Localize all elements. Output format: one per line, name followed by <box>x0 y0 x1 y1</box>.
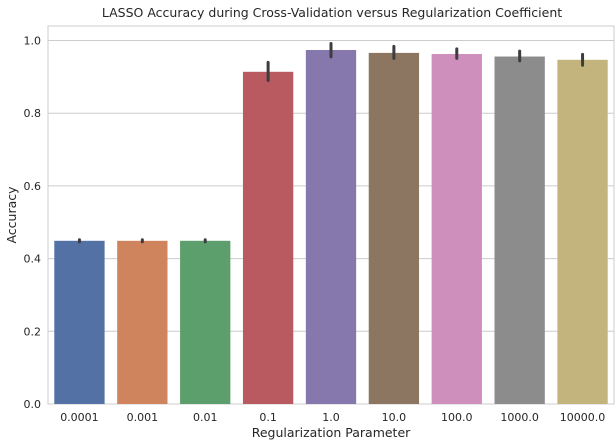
bars <box>54 49 608 405</box>
bar-3 <box>242 71 294 405</box>
x-tick-label: 0.001 <box>127 411 159 424</box>
error-bars <box>77 41 585 244</box>
bar-6 <box>431 53 482 404</box>
x-tick-label: 0.01 <box>193 411 218 424</box>
bar-7 <box>494 56 545 405</box>
x-tick-label: 0.1 <box>259 411 277 424</box>
y-tick-label: 0.2 <box>24 325 42 338</box>
bar-1 <box>117 240 168 404</box>
x-tick-label: 10000.0 <box>560 411 606 424</box>
bar-4 <box>305 49 357 404</box>
y-tick-label: 0.8 <box>24 107 42 120</box>
y-tick-label: 0.4 <box>24 253 42 266</box>
chart-title: LASSO Accuracy during Cross-Validation v… <box>102 5 562 20</box>
bar-8 <box>557 59 608 405</box>
y-tick-label: 1.0 <box>24 35 42 48</box>
x-tick-label: 0.0001 <box>60 411 99 424</box>
bar-5 <box>368 52 420 405</box>
x-tick-label: 10.0 <box>382 411 407 424</box>
bar-2 <box>180 240 231 404</box>
y-axis-label: Accuracy <box>4 186 19 244</box>
x-tick-label: 1000.0 <box>500 411 539 424</box>
y-tick-label: 0.0 <box>24 398 42 411</box>
x-tick-labels: 0.0001 0.001 0.01 0.1 1.0 10.0 100.0 1000.0 1000… <box>60 411 605 424</box>
y-tick-label: 0.6 <box>24 180 42 193</box>
x-tick-label: 1.0 <box>322 411 340 424</box>
x-axis-label: Regularization Parameter <box>252 425 411 440</box>
y-tick-labels: 0.0 0.2 0.4 0.6 0.8 1.0 <box>24 35 42 411</box>
bar-0 <box>54 240 105 404</box>
x-tick-label: 100.0 <box>441 411 473 424</box>
